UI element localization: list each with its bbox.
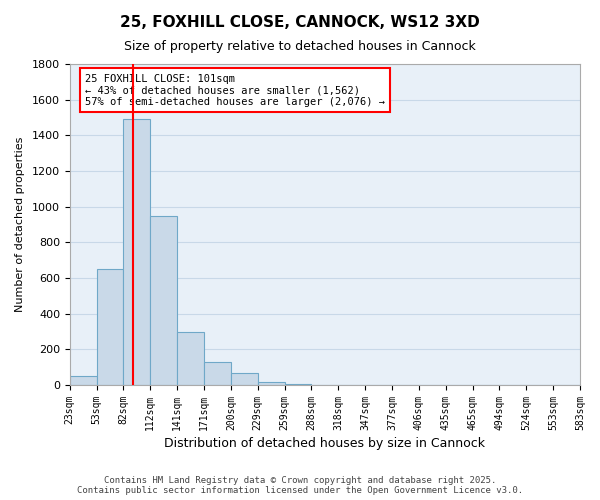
Text: Size of property relative to detached houses in Cannock: Size of property relative to detached ho…: [124, 40, 476, 53]
Y-axis label: Number of detached properties: Number of detached properties: [15, 137, 25, 312]
Bar: [124, 120, 151, 385]
Text: 25 FOXHILL CLOSE: 101sqm
← 43% of detached houses are smaller (1,562)
57% of sem: 25 FOXHILL CLOSE: 101sqm ← 43% of detach…: [85, 74, 385, 107]
Text: 25, FOXHILL CLOSE, CANNOCK, WS12 3XD: 25, FOXHILL CLOSE, CANNOCK, WS12 3XD: [120, 15, 480, 30]
Bar: [258, 382, 284, 385]
Bar: [231, 374, 258, 385]
X-axis label: Distribution of detached houses by size in Cannock: Distribution of detached houses by size …: [164, 437, 485, 450]
Bar: [97, 269, 124, 385]
Text: Contains HM Land Registry data © Crown copyright and database right 2025.
Contai: Contains HM Land Registry data © Crown c…: [77, 476, 523, 495]
Bar: [204, 362, 231, 385]
Bar: [70, 376, 97, 385]
Bar: [284, 384, 311, 385]
Bar: [151, 216, 177, 385]
Bar: [177, 332, 204, 385]
